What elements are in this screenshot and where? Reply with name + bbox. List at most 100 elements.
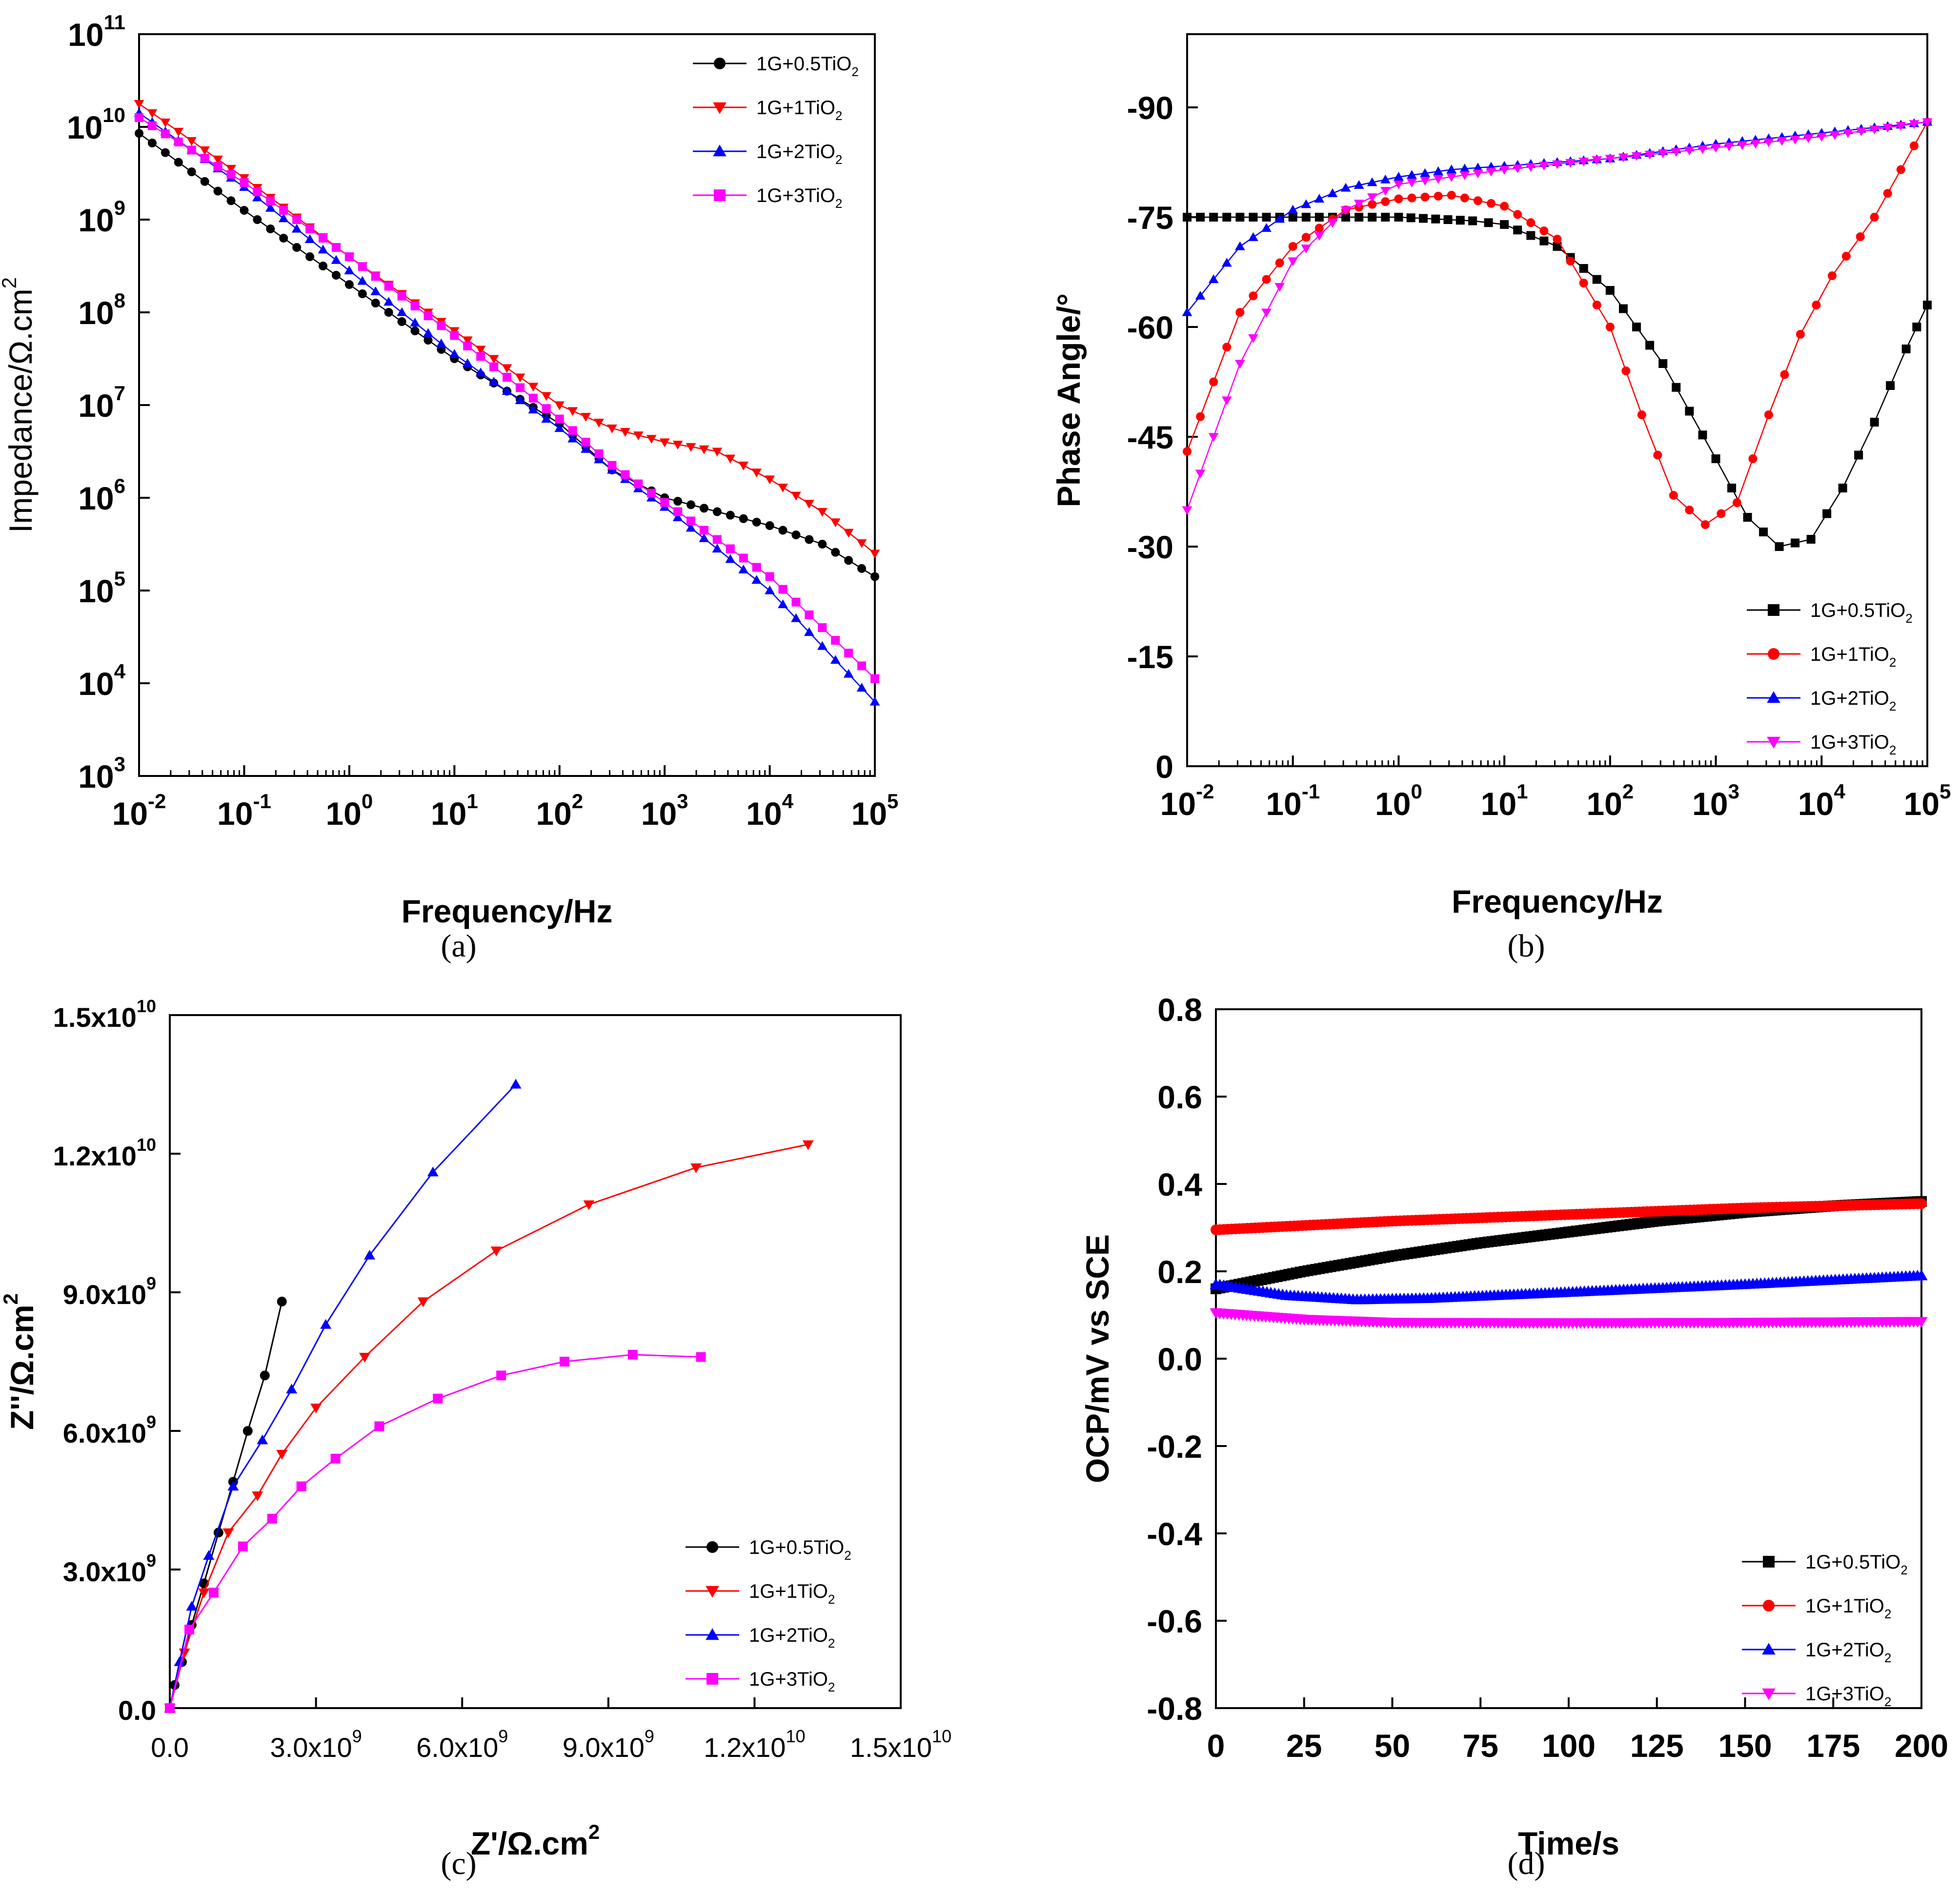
data-point [1182,307,1192,316]
data-point [1579,264,1588,273]
y-tick-label: 1.2x1010 [53,1135,156,1171]
data-point [433,1393,443,1404]
data-point [1209,213,1218,222]
data-point [696,1352,706,1362]
data-point [567,433,578,443]
data-point [541,392,552,401]
data-point [1700,520,1710,529]
data-point [1394,213,1403,222]
y-tick-label: 1010 [67,103,125,145]
series-magenta [165,1349,706,1713]
y-tick-label: 0.0 [1157,1341,1202,1377]
data-point [567,407,578,416]
data-point [203,1550,215,1560]
data-point [417,1297,429,1307]
data-point [1222,343,1232,352]
legend-marker [706,1586,719,1598]
data-point [699,526,708,535]
data-point [1711,454,1720,463]
data-point [844,649,853,658]
data-point [1886,381,1895,390]
data-point [583,1200,595,1210]
data-point [174,158,183,167]
data-point [1208,433,1219,442]
data-point [1685,506,1694,514]
data-point [305,252,315,261]
panel-caption: (b) [1508,928,1545,964]
data-point [1915,1317,1928,1328]
data-point [475,346,486,355]
data-point [1195,469,1206,479]
data-point [344,252,354,261]
data-point [1368,200,1377,209]
data-point [1459,171,1470,181]
data-point [462,336,473,346]
y-tick-label: 0.2 [1157,1254,1202,1290]
data-point [699,533,709,542]
data-point [1658,359,1668,368]
data-point [1780,370,1789,379]
data-point [1870,213,1879,222]
data-point [213,186,222,196]
data-point [1830,131,1840,140]
legend-entry: 1G+0.5TiO2 [749,1537,851,1563]
x-tick-label: 125 [1630,1728,1684,1764]
data-point [1883,189,1892,198]
panel-caption: (a) [441,928,476,964]
data-point [1552,160,1562,169]
data-point [515,395,525,405]
legend-marker [1762,1688,1776,1700]
data-point [765,585,775,594]
data-point [869,550,880,559]
data-point [1367,177,1377,186]
data-point [276,1449,288,1460]
y-tick-label: -60 [1127,309,1173,346]
x-tick-label: 10-2 [112,790,166,832]
data-point [1632,323,1641,331]
data-point [765,572,774,581]
data-point [260,1370,270,1381]
y-tick-label: 109 [78,196,125,238]
data-point [1420,192,1430,202]
data-point [1446,173,1457,182]
data-point [541,414,552,423]
data-point [384,282,393,291]
legend-marker [714,58,726,69]
data-point [1235,241,1245,250]
data-point [831,548,840,557]
data-point [818,540,827,549]
data-point [712,535,722,544]
data-point [1513,210,1522,219]
x-tick-label: 102 [1586,780,1634,822]
y-tick-label: 104 [78,660,125,702]
data-point [554,423,565,432]
series-line [139,103,875,554]
y-axis-label: Impedance/Ω.cm2 [0,277,39,533]
data-point [266,197,275,205]
data-point [253,187,262,196]
data-point [752,517,761,527]
data-point [1235,360,1245,369]
series-line [169,1083,517,1709]
data-point [257,1434,268,1445]
data-point [528,393,538,403]
data-point [1327,219,1338,228]
data-point [778,526,788,535]
data-point [226,170,236,179]
x-tick-label: 103 [1692,780,1739,822]
data-point [528,383,539,392]
data-point [1896,165,1905,174]
data-point [1248,334,1258,343]
data-point [187,167,196,177]
y-tick-label: 0 [1155,749,1173,785]
legend-marker [714,189,726,201]
data-point [436,338,446,347]
data-point [1314,194,1325,203]
data-point [1500,220,1509,229]
legend: 1G+0.5TiO2 1G+1TiO2 1G+2TiO2 1G+3TiO2 [693,53,859,211]
y-tick-label: 105 [78,567,125,609]
data-point [686,523,696,532]
data-point [374,1421,384,1431]
plot-frame [169,1014,902,1709]
data-point [502,386,512,395]
